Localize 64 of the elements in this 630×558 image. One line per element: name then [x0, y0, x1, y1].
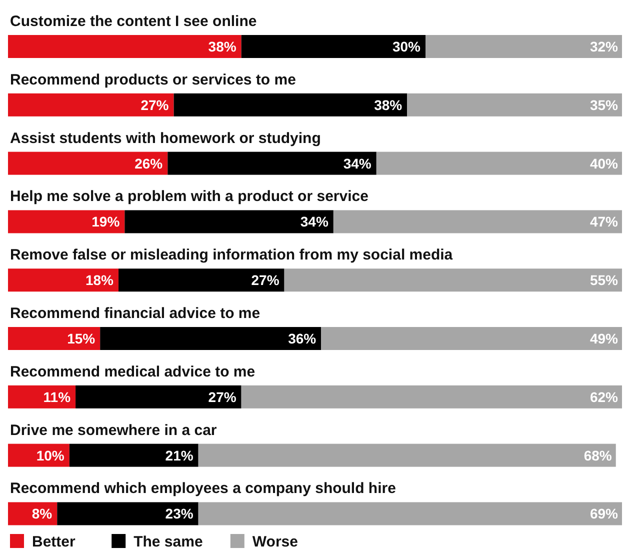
- bar: [198, 502, 622, 526]
- data-label: 8%: [32, 506, 53, 522]
- bar: [241, 385, 622, 408]
- legend-label: Worse: [252, 534, 298, 550]
- data-label: 18%: [85, 272, 114, 288]
- legend-label: The same: [134, 534, 203, 550]
- bar: [407, 93, 622, 116]
- y-tick-label: Recommend which employees a company should hire: [10, 480, 396, 498]
- bar: [376, 152, 622, 175]
- data-label: 27%: [208, 388, 237, 405]
- data-label: 55%: [590, 272, 619, 288]
- data-label: 34%: [300, 214, 329, 230]
- data-label: 47%: [590, 214, 619, 230]
- bar: [124, 210, 334, 234]
- bar: [57, 502, 198, 526]
- data-label: 38%: [208, 38, 237, 54]
- data-label: 35%: [590, 96, 619, 113]
- data-label: 19%: [92, 214, 120, 230]
- bar: [198, 444, 616, 467]
- data-label: 23%: [165, 506, 194, 522]
- data-label: 68%: [584, 447, 612, 464]
- bar: [100, 327, 322, 350]
- legend-label: Better: [32, 534, 76, 550]
- bar: [8, 327, 100, 350]
- y-tick-label: Recommend financial advice to me: [10, 305, 260, 322]
- data-label: 34%: [343, 155, 372, 172]
- bar: [8, 385, 76, 408]
- y-tick-label: Drive me somewhere in a car: [10, 422, 217, 439]
- data-label: 11%: [43, 388, 72, 405]
- data-label: 27%: [251, 272, 280, 288]
- bar: [174, 93, 408, 116]
- data-label: 30%: [392, 38, 422, 54]
- y-tick-label: Customize the content I see online: [10, 13, 257, 30]
- data-label: 36%: [288, 330, 317, 346]
- bar: [8, 93, 174, 116]
- bar: [76, 385, 242, 408]
- data-label: 27%: [140, 96, 170, 113]
- bar: [8, 268, 119, 292]
- y-tick-label: Assist students with homework or studying: [10, 130, 321, 147]
- bar: [69, 444, 198, 467]
- bar: [321, 327, 622, 350]
- bar: [168, 152, 376, 175]
- bar: [284, 268, 622, 292]
- bar: [8, 210, 125, 234]
- data-label: 40%: [590, 155, 619, 172]
- data-label: 38%: [374, 96, 403, 113]
- bar: [118, 268, 284, 292]
- data-label: 49%: [590, 330, 619, 346]
- data-label: 21%: [165, 447, 194, 464]
- y-tick-label: Recommend products or services to me: [10, 71, 296, 88]
- bar: [8, 35, 242, 58]
- y-tick-label: Remove false or misleading information from my social media: [10, 246, 454, 264]
- data-label: 10%: [36, 447, 65, 464]
- y-tick-label: Recommend medical advice to me: [10, 363, 256, 380]
- data-label: 32%: [590, 38, 619, 54]
- y-tick-label: Help me solve a problem with a product or service: [10, 188, 368, 206]
- data-label: 69%: [590, 506, 619, 522]
- bar: [241, 35, 426, 58]
- data-label: 62%: [590, 388, 619, 405]
- bar: [426, 35, 622, 58]
- bar: [333, 210, 622, 234]
- data-label: 15%: [67, 330, 96, 346]
- bar: [8, 152, 168, 175]
- data-label: 26%: [134, 155, 164, 172]
